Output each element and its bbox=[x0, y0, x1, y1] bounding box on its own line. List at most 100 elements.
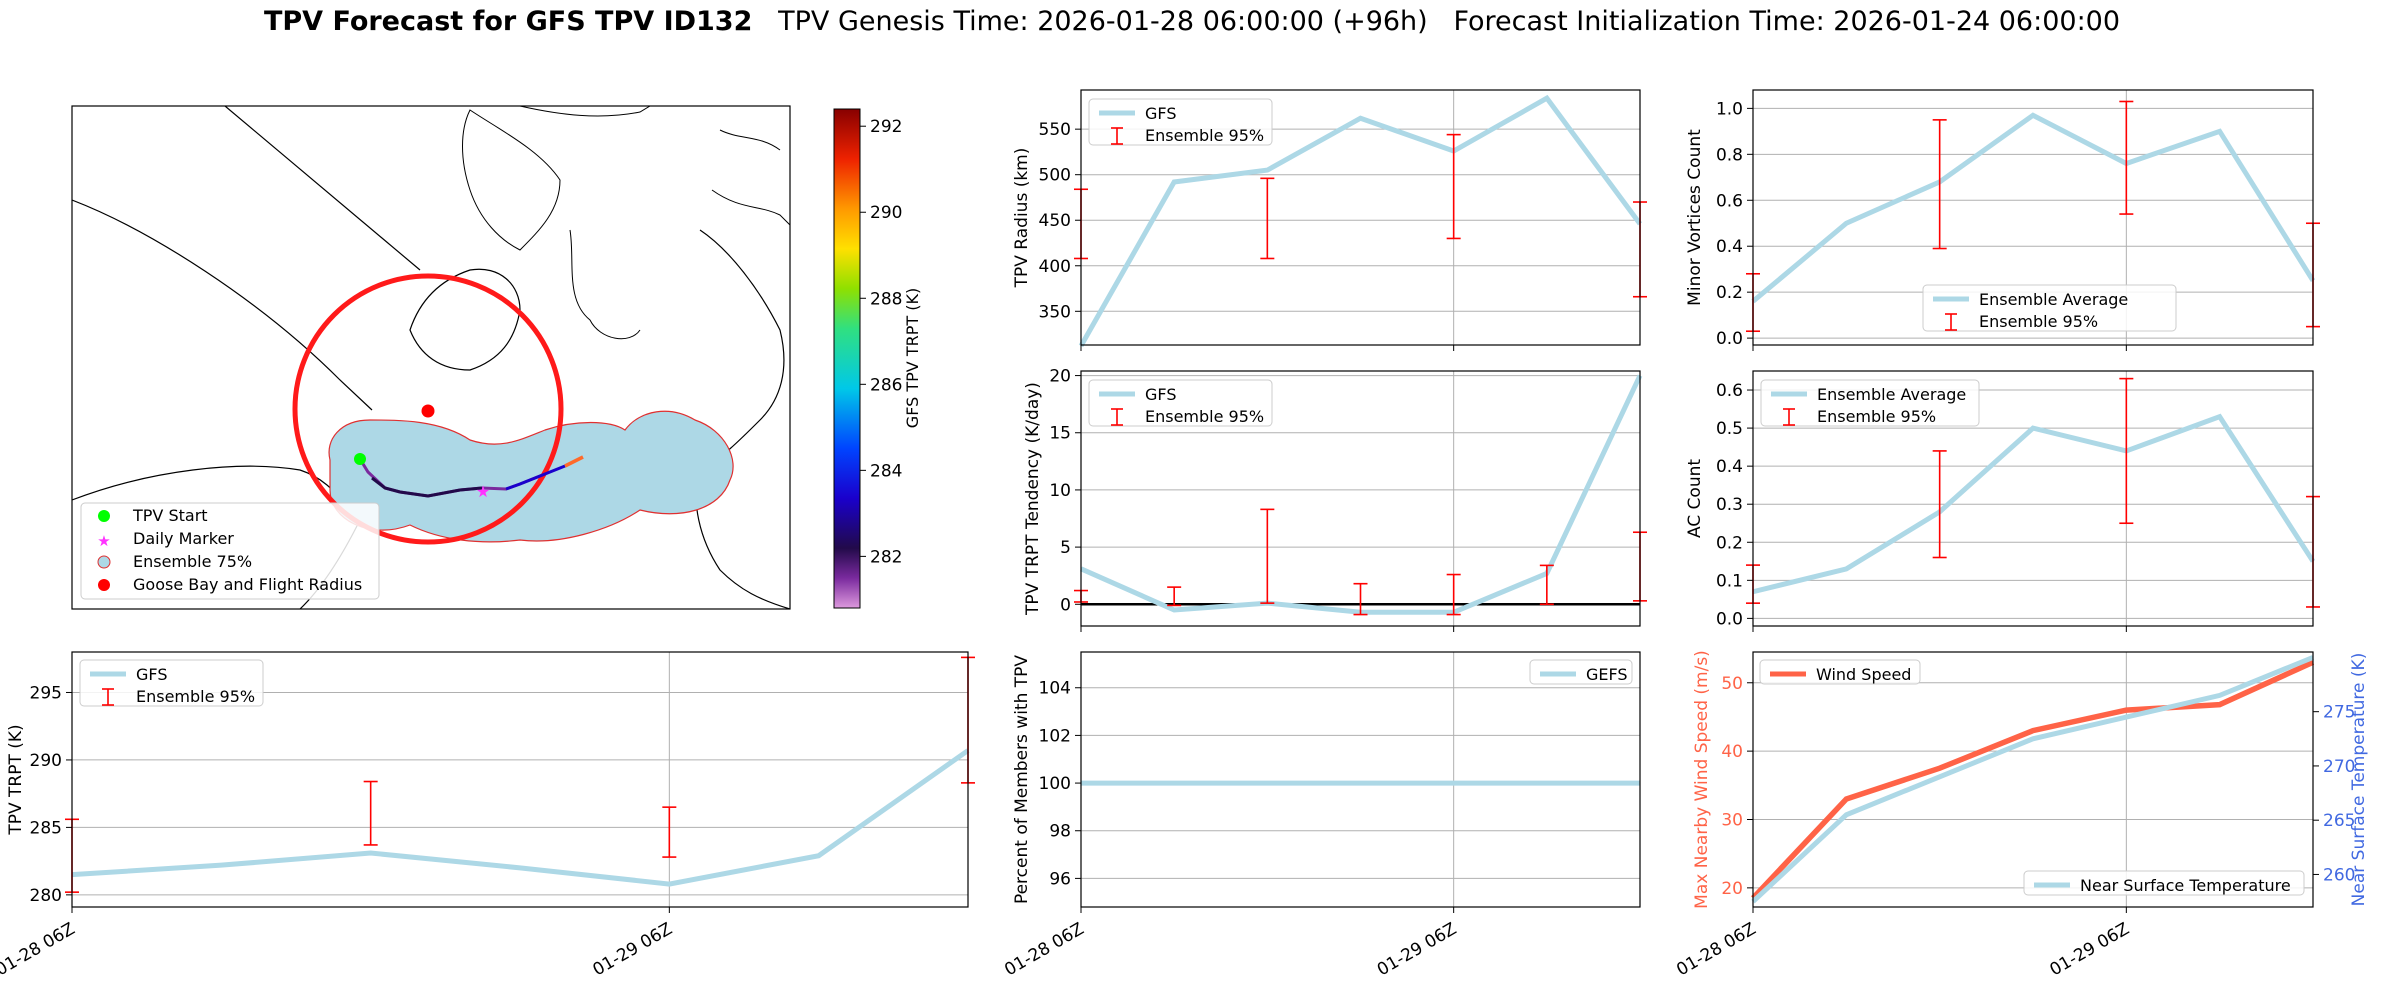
errorbar bbox=[2119, 377, 2134, 525]
y-axis-label: TPV Radius (km) bbox=[1012, 148, 1032, 289]
ensemble-75-region bbox=[328, 410, 734, 543]
errorbar bbox=[1446, 133, 1461, 240]
start-dot-icon bbox=[98, 510, 110, 522]
y-tick-label: 0.6 bbox=[1716, 191, 1743, 211]
y-tick-label: 0.4 bbox=[1716, 457, 1743, 477]
axes-frame bbox=[1080, 651, 1641, 908]
y-tick-label: 450 bbox=[1039, 211, 1071, 231]
y-tick-label: 10 bbox=[1049, 481, 1071, 501]
y2-axis-label: Near Surface Temperature (K) bbox=[2349, 653, 2369, 907]
flight-radius-circle bbox=[292, 273, 564, 545]
y-tick-label: 30 bbox=[1721, 810, 1743, 830]
y-tick-label: 102 bbox=[1039, 726, 1071, 746]
map-legend-label: Ensemble 75% bbox=[133, 552, 252, 571]
series-line-temperature bbox=[1751, 655, 2314, 904]
y-tick-label: 400 bbox=[1039, 257, 1071, 277]
axes-frame bbox=[1752, 651, 2314, 908]
y-tick-label: 15 bbox=[1049, 424, 1071, 444]
legend: GFS Ensemble 95% bbox=[79, 659, 264, 707]
legend-box bbox=[1759, 659, 1921, 685]
series-line bbox=[71, 748, 970, 887]
map-legend-label: Goose Bay and Flight Radius bbox=[133, 575, 362, 594]
colorbar-tick-label: 284 bbox=[870, 461, 902, 481]
y-axis-label: TPV TRPT (K) bbox=[6, 724, 26, 835]
coastline bbox=[695, 469, 790, 609]
errorbar bbox=[1260, 177, 1275, 260]
y-tick-label: 104 bbox=[1039, 679, 1071, 699]
errorbar bbox=[1539, 564, 1554, 606]
y2-tick-label: 260 bbox=[2323, 865, 2355, 885]
legend-box bbox=[2023, 870, 2305, 896]
y2-tick-label: 275 bbox=[2323, 703, 2355, 723]
y-tick-label: 280 bbox=[30, 886, 62, 906]
y-tick-label: 295 bbox=[30, 683, 62, 703]
coastline bbox=[72, 199, 373, 411]
colorbar-tick-label: 290 bbox=[870, 203, 902, 223]
y-tick-label: 285 bbox=[30, 818, 62, 838]
x-tick-label: 01-29 06Z bbox=[590, 919, 676, 980]
legend: Ensemble Average Ensemble 95% bbox=[1760, 379, 1980, 427]
colorbar: 282 284 286 288 290 292 GFS TPV TRPT (K) bbox=[833, 108, 922, 609]
coastline bbox=[224, 106, 421, 271]
star-icon: ★ bbox=[97, 532, 110, 550]
errorbar bbox=[1446, 573, 1461, 616]
y-tick-label: 290 bbox=[30, 751, 62, 771]
colorbar-tick-label: 292 bbox=[870, 117, 902, 137]
errorbar bbox=[1932, 119, 1947, 250]
legend: Near Surface Temperature bbox=[2023, 870, 2305, 896]
axes-frame bbox=[1080, 370, 1641, 627]
legend: GEFS bbox=[1529, 659, 1633, 685]
errorbar bbox=[1746, 564, 1760, 604]
legend-label: Near Surface Temperature bbox=[2080, 876, 2291, 895]
legend: GFS Ensemble 95% bbox=[1088, 98, 1273, 146]
colorbar-tick-label: 286 bbox=[870, 375, 902, 395]
legend-box bbox=[79, 659, 264, 707]
errorbar bbox=[1932, 450, 1947, 559]
coastline bbox=[719, 129, 781, 151]
y2-tick-label: 265 bbox=[2323, 811, 2355, 831]
y-axis-label: Minor Vortices Count bbox=[1685, 129, 1705, 306]
x-tick-label: 01-29 06Z bbox=[2047, 919, 2133, 980]
y-tick-label: 0.4 bbox=[1716, 237, 1743, 257]
colorbar-tick-label: 282 bbox=[870, 547, 902, 567]
errorbar bbox=[662, 806, 677, 858]
y-tick-label: 350 bbox=[1039, 302, 1071, 322]
errorbar bbox=[1074, 589, 1088, 603]
legend-label: Ensemble Average bbox=[1979, 290, 2128, 309]
coastline bbox=[409, 268, 521, 371]
axes-frame bbox=[1752, 370, 2314, 627]
map-legend-label: Daily Marker bbox=[133, 529, 234, 548]
tpv-track bbox=[564, 455, 584, 468]
errorbar bbox=[2119, 100, 2134, 215]
y-axis-label: TPV TRPT Tendency (K/day) bbox=[1023, 382, 1043, 616]
errorbar bbox=[961, 656, 975, 784]
errorbar bbox=[1353, 582, 1368, 616]
errorbar bbox=[1746, 272, 1760, 333]
map-legend: ★ TPV Start Daily Marker Ensemble 75% Go… bbox=[80, 502, 380, 600]
legend: Wind Speed bbox=[1759, 659, 1921, 685]
legend-label: Ensemble 95% bbox=[1145, 407, 1264, 426]
y-tick-label: 0.1 bbox=[1716, 571, 1743, 591]
colorbar-tick-label: 288 bbox=[870, 289, 902, 309]
y2-tick-label: 270 bbox=[2323, 757, 2355, 777]
legend-label: GFS bbox=[1145, 104, 1176, 123]
y-tick-label: 5 bbox=[1060, 538, 1071, 558]
y-axis-label: Percent of Members with TPV bbox=[1012, 655, 1032, 904]
figure-title-bold: TPV Forecast for GFS TPV ID132 bbox=[263, 6, 753, 37]
colorbar-gradient bbox=[833, 108, 861, 609]
y-tick-label: 100 bbox=[1039, 774, 1071, 794]
legend-box bbox=[1760, 379, 1980, 427]
coastline bbox=[711, 189, 790, 226]
tpv-track bbox=[505, 464, 566, 491]
x-tick-label: 01-28 06Z bbox=[1001, 919, 1087, 980]
errorbar bbox=[1074, 188, 1088, 260]
y-tick-label: 0.2 bbox=[1716, 533, 1743, 553]
tpv-track bbox=[371, 476, 483, 498]
coastline bbox=[72, 465, 361, 521]
y-tick-label: 0.6 bbox=[1716, 381, 1743, 401]
y-tick-label: 98 bbox=[1049, 822, 1071, 842]
errorbar bbox=[2306, 495, 2320, 608]
figure-title: TPV Forecast for GFS TPV ID132 TPV Genes… bbox=[0, 6, 2384, 37]
